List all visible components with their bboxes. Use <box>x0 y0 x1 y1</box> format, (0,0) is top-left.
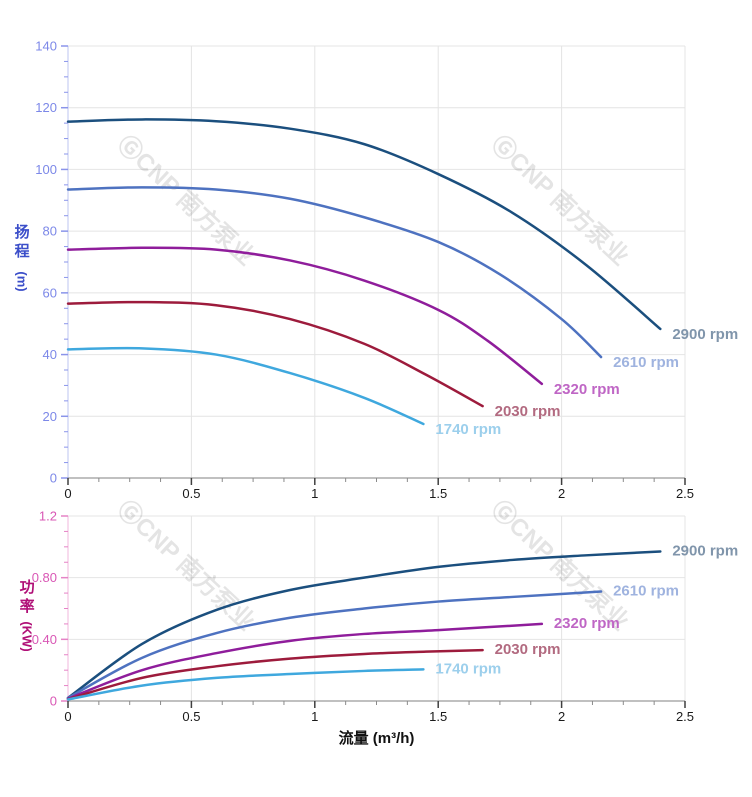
curve-label-2610-rpm: 2610 rpm <box>613 583 679 600</box>
y-tick-label: 120 <box>35 100 57 115</box>
y-axis-title-power-text: 功率 <box>19 579 35 615</box>
x-tick-label: 2 <box>558 486 565 501</box>
curve-label-2320-rpm: 2320 rpm <box>554 615 620 632</box>
curve-2900-rpm <box>66 118 662 331</box>
curve-label-2610-rpm: 2610 rpm <box>613 354 679 371</box>
curve-2610-rpm <box>66 590 603 700</box>
x-tick-label: 0 <box>64 486 71 501</box>
x-axis-title: 流量 (m³/h) <box>338 730 415 747</box>
x-tick-label: 0 <box>64 709 71 724</box>
y-tick-label: 80 <box>43 224 57 239</box>
y-tick-label: 0.80 <box>32 570 57 585</box>
curve-label-2030-rpm: 2030 rpm <box>495 641 561 658</box>
x-tick-label: 1 <box>311 709 318 724</box>
curve-label-2030-rpm: 2030 rpm <box>495 403 561 420</box>
curve-label-2900-rpm: 2900 rpm <box>672 542 738 559</box>
curve-2320-rpm <box>66 246 544 386</box>
y-tick-label: 40 <box>43 347 57 362</box>
x-tick-label: 1.5 <box>429 486 447 501</box>
y-tick-label: 0 <box>50 694 57 709</box>
curve-2610-rpm <box>66 186 603 359</box>
y-axis-title-power: 功率 (KW) <box>12 579 42 651</box>
x-tick-label: 0.5 <box>182 486 200 501</box>
y-axis-title-head: 扬程 (m) <box>12 224 32 292</box>
curve-2030-rpm <box>66 648 484 701</box>
y-tick-label: 140 <box>35 39 57 54</box>
curve-label-2320-rpm: 2320 rpm <box>554 381 620 398</box>
y-tick-label: 1.2 <box>39 509 57 524</box>
y-axis-title-power-unit: (KW) <box>19 620 35 652</box>
y-tick-label: 0 <box>50 471 57 486</box>
curve-label-1740-rpm: 1740 rpm <box>435 421 501 438</box>
gridlines <box>68 515 686 701</box>
curve-2030-rpm <box>66 300 484 408</box>
x-tick-label: 0.5 <box>182 709 200 724</box>
y-axis-ticks: 0 0.40 0.80 1.2 <box>32 509 68 709</box>
x-tick-label: 2.5 <box>676 486 694 501</box>
cnp-watermark: ⒼCNP 南方泵业 <box>112 130 260 271</box>
cnp-watermark: ⒼCNP 南方泵业 <box>486 130 634 271</box>
curve-2900-rpm <box>66 550 662 700</box>
gridlines <box>68 45 686 478</box>
x-axis-ticks: 0 0.5 1 1.5 2 2.5 <box>64 478 694 501</box>
y-tick-label: 0.40 <box>32 632 57 647</box>
x-axis-ticks: 0 0.5 1 1.5 2 2.5 <box>64 701 694 724</box>
x-tick-label: 1 <box>311 486 318 501</box>
curve-1740-rpm <box>66 346 425 426</box>
x-tick-label: 1.5 <box>429 709 447 724</box>
y-axis-ticks: 0 20 40 60 80 100 120 140 <box>35 39 68 486</box>
curve-2320-rpm <box>66 622 544 700</box>
y-tick-label: 60 <box>43 285 57 300</box>
curve-1740-rpm <box>66 668 425 701</box>
x-tick-label: 2.5 <box>676 709 694 724</box>
y-tick-label: 20 <box>43 409 57 424</box>
head-chart: ⒼCNP 南方泵业 ⒼCNP 南方泵业 0 20 40 60 80 100 120 140 0 0.5… <box>35 39 738 502</box>
x-tick-label: 2 <box>558 709 565 724</box>
y-tick-label: 100 <box>35 162 57 177</box>
y-axis-title-head-unit: (m) <box>14 270 30 292</box>
y-axis-title-head-text: 扬程 <box>14 224 30 260</box>
curve-label-2900-rpm: 2900 rpm <box>672 326 738 343</box>
curve-label-1740-rpm: 1740 rpm <box>435 660 501 677</box>
